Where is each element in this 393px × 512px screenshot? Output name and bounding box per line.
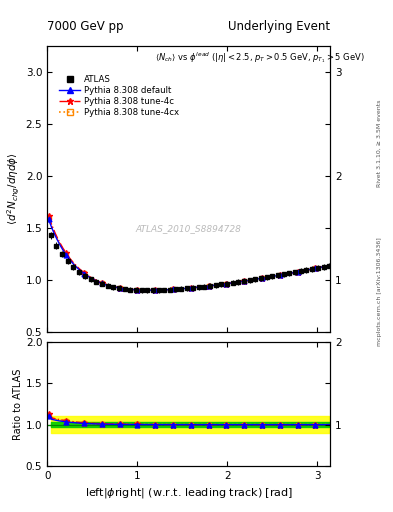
Legend: ATLAS, Pythia 8.308 default, Pythia 8.308 tune-4c, Pythia 8.308 tune-4cx: ATLAS, Pythia 8.308 default, Pythia 8.30… xyxy=(57,73,181,119)
Y-axis label: $\langle d^2 N_{chg}/d\eta d\phi \rangle$: $\langle d^2 N_{chg}/d\eta d\phi \rangle… xyxy=(6,153,22,225)
Y-axis label: Ratio to ATLAS: Ratio to ATLAS xyxy=(13,368,23,440)
Text: Underlying Event: Underlying Event xyxy=(228,20,330,33)
Text: $\langle N_{ch}\rangle$ vs $\phi^{lead}$ ($|\eta| < 2.5$, $p_T > 0.5$ GeV, $p_{T: $\langle N_{ch}\rangle$ vs $\phi^{lead}$… xyxy=(155,50,364,66)
X-axis label: left|$\phi$right| (w.r.t. leading track) [rad]: left|$\phi$right| (w.r.t. leading track)… xyxy=(84,486,293,500)
Text: ATLAS_2010_S8894728: ATLAS_2010_S8894728 xyxy=(136,224,242,233)
Text: 7000 GeV pp: 7000 GeV pp xyxy=(47,20,124,33)
Text: mcplots.cern.ch [arXiv:1306.3436]: mcplots.cern.ch [arXiv:1306.3436] xyxy=(377,238,382,346)
Text: Rivet 3.1.10, ≥ 3.5M events: Rivet 3.1.10, ≥ 3.5M events xyxy=(377,100,382,187)
